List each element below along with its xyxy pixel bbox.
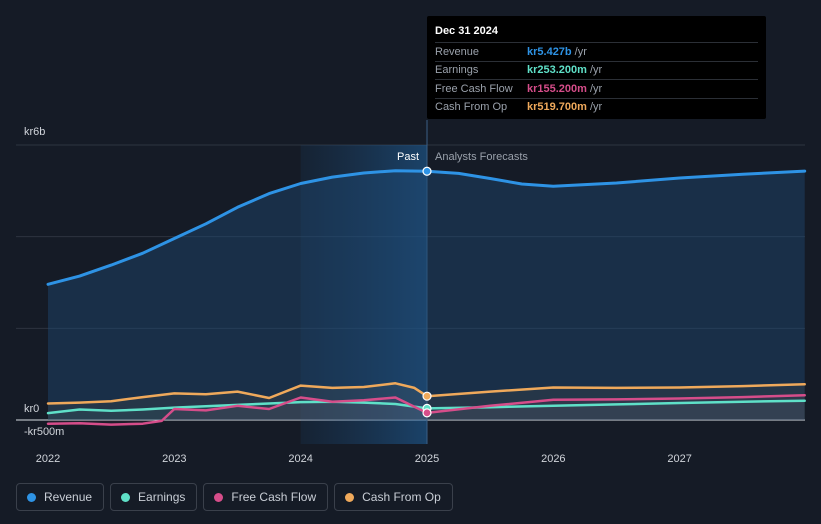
tooltip-label: Revenue [435,45,480,58]
legend-label: Revenue [44,490,93,504]
x-tick-label: 2025 [415,453,439,465]
legend-label: Earnings [138,490,186,504]
chart-legend: Revenue Earnings Free Cash Flow Cash Fro… [16,483,453,511]
tooltip-markers [422,166,432,418]
legend-dot-icon [214,492,224,502]
y-axis-label: kr6b [24,126,45,138]
tooltip-row-revenue: Revenue kr5.427b /yr [435,42,758,61]
legend-dot-icon [121,492,131,502]
legend-item-free-cash-flow[interactable]: Free Cash Flow [203,483,329,511]
tooltip-unit: /yr [574,45,587,58]
tooltip-value: kr5.427b [527,45,572,58]
tooltip-value: kr253.200m [527,64,587,77]
past-label: Past [397,151,419,163]
legend-label: Free Cash Flow [231,490,317,504]
tooltip-value: kr155.200m [527,82,587,95]
x-tick-label: 2022 [36,453,60,465]
past-region [300,120,428,444]
tooltip-label: Cash From Op [435,101,508,114]
fcf-area [48,395,805,425]
fcf-line [46,394,806,426]
revenue-line [46,169,807,286]
series-lines [46,169,807,426]
y-axis-label: kr0 [24,403,39,415]
tooltip-value: kr519.700m [527,101,587,114]
axis-labels: kr6b kr0 -kr500m 2022 2023 2024 2025 2026 2027 Pa… [24,126,692,465]
forecast-label: Analysts Forecasts [435,151,528,163]
legend-item-revenue[interactable]: Revenue [16,483,105,511]
past-region-highlight [300,145,427,444]
tooltip-unit: /yr [589,101,603,114]
tooltip-row-fcf: Free Cash Flow kr155.200m /yr [435,79,758,98]
legend-item-earnings[interactable]: Earnings [110,483,198,511]
x-tick-label: 2023 [162,453,186,465]
legend-label: Cash From Op [362,490,441,504]
legend-dot-icon [345,492,355,502]
tooltip-date: Dec 31 2024 [435,25,498,37]
tooltip-label: Free Cash Flow [435,82,513,95]
x-tick-label: 2024 [288,453,312,465]
cfo-marker [422,391,432,401]
cfo-line [46,382,806,405]
x-tick-label: 2026 [541,453,565,465]
tooltip-row-cfo: Cash From Op kr519.700m /yr [435,97,758,117]
tooltip-label: Earnings [435,64,479,77]
hover-tooltip: Dec 31 2024 Revenue kr5.427b /yr Earning… [427,16,766,119]
tooltip-unit: /yr [589,64,603,77]
revenue-area [48,170,805,420]
legend-item-cash-from-op[interactable]: Cash From Op [334,483,453,511]
tooltip-unit: /yr [589,82,603,95]
x-tick-label: 2027 [667,453,691,465]
tooltip-row-earnings: Earnings kr253.200m /yr [435,60,758,80]
fcf-marker [422,408,432,418]
legend-dot-icon [27,492,36,502]
y-axis-label: -kr500m [24,426,64,438]
revenue-marker [422,166,432,176]
